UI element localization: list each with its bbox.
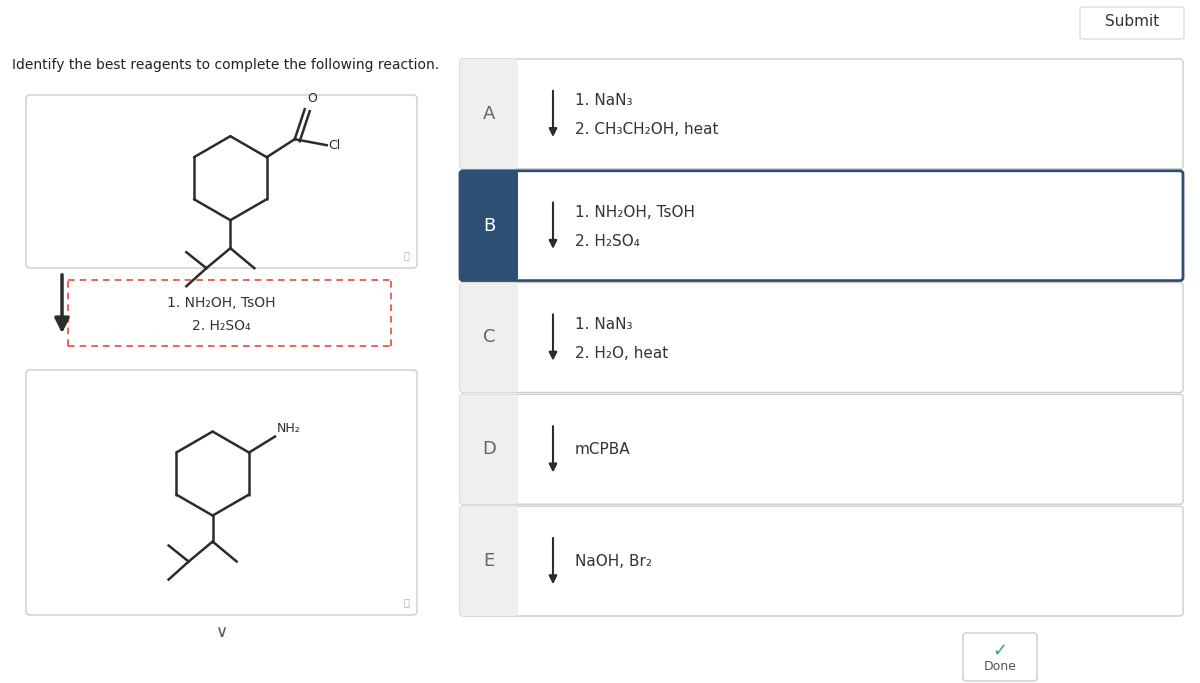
Text: 🔍: 🔍 bbox=[403, 597, 409, 607]
Text: 1. NH₂OH, TsOH: 1. NH₂OH, TsOH bbox=[575, 205, 695, 220]
Bar bbox=[508, 287, 517, 389]
Text: NaOH, Br₂: NaOH, Br₂ bbox=[575, 554, 652, 569]
Text: Cl: Cl bbox=[329, 139, 341, 152]
Text: C: C bbox=[482, 329, 496, 346]
Text: ←: ← bbox=[13, 12, 31, 32]
FancyBboxPatch shape bbox=[460, 171, 518, 281]
Bar bbox=[508, 398, 517, 500]
Text: NH₂: NH₂ bbox=[277, 421, 301, 434]
Text: E: E bbox=[484, 552, 494, 570]
FancyBboxPatch shape bbox=[460, 506, 518, 616]
FancyBboxPatch shape bbox=[460, 394, 1183, 504]
Text: ∨: ∨ bbox=[216, 623, 228, 641]
Text: mCPBA: mCPBA bbox=[575, 442, 631, 457]
Text: 2. H₂O, heat: 2. H₂O, heat bbox=[575, 346, 668, 361]
Text: D: D bbox=[482, 441, 496, 458]
Bar bbox=[508, 63, 517, 165]
FancyBboxPatch shape bbox=[1080, 7, 1184, 39]
FancyBboxPatch shape bbox=[460, 59, 518, 169]
FancyBboxPatch shape bbox=[460, 283, 1183, 393]
FancyBboxPatch shape bbox=[26, 95, 418, 268]
Text: 🔍: 🔍 bbox=[403, 250, 409, 260]
FancyBboxPatch shape bbox=[460, 59, 1183, 169]
Bar bbox=[508, 510, 517, 612]
FancyBboxPatch shape bbox=[964, 633, 1037, 681]
FancyBboxPatch shape bbox=[460, 506, 1183, 616]
Text: Identify the best reagents to complete the following reaction.: Identify the best reagents to complete t… bbox=[12, 58, 439, 72]
FancyBboxPatch shape bbox=[460, 283, 518, 393]
Text: ✓: ✓ bbox=[992, 642, 1008, 660]
Text: B: B bbox=[482, 217, 496, 235]
Text: Problem 29 of 40: Problem 29 of 40 bbox=[516, 12, 684, 31]
Text: 2. CH₃CH₂OH, heat: 2. CH₃CH₂OH, heat bbox=[575, 122, 719, 137]
Text: 2. H₂SO₄: 2. H₂SO₄ bbox=[575, 234, 640, 249]
Text: 2. H₂SO₄: 2. H₂SO₄ bbox=[192, 319, 251, 333]
Text: Submit: Submit bbox=[1105, 14, 1159, 29]
Text: A: A bbox=[482, 105, 496, 123]
FancyBboxPatch shape bbox=[26, 370, 418, 615]
FancyBboxPatch shape bbox=[460, 171, 1183, 281]
Text: O: O bbox=[307, 92, 318, 105]
Bar bbox=[508, 175, 517, 277]
Text: 1. NH₂OH, TsOH: 1. NH₂OH, TsOH bbox=[167, 296, 276, 310]
Text: 1. NaN₃: 1. NaN₃ bbox=[575, 316, 632, 331]
Text: 1. NaN₃: 1. NaN₃ bbox=[575, 93, 632, 108]
Text: Done: Done bbox=[984, 660, 1016, 673]
FancyBboxPatch shape bbox=[460, 394, 518, 504]
